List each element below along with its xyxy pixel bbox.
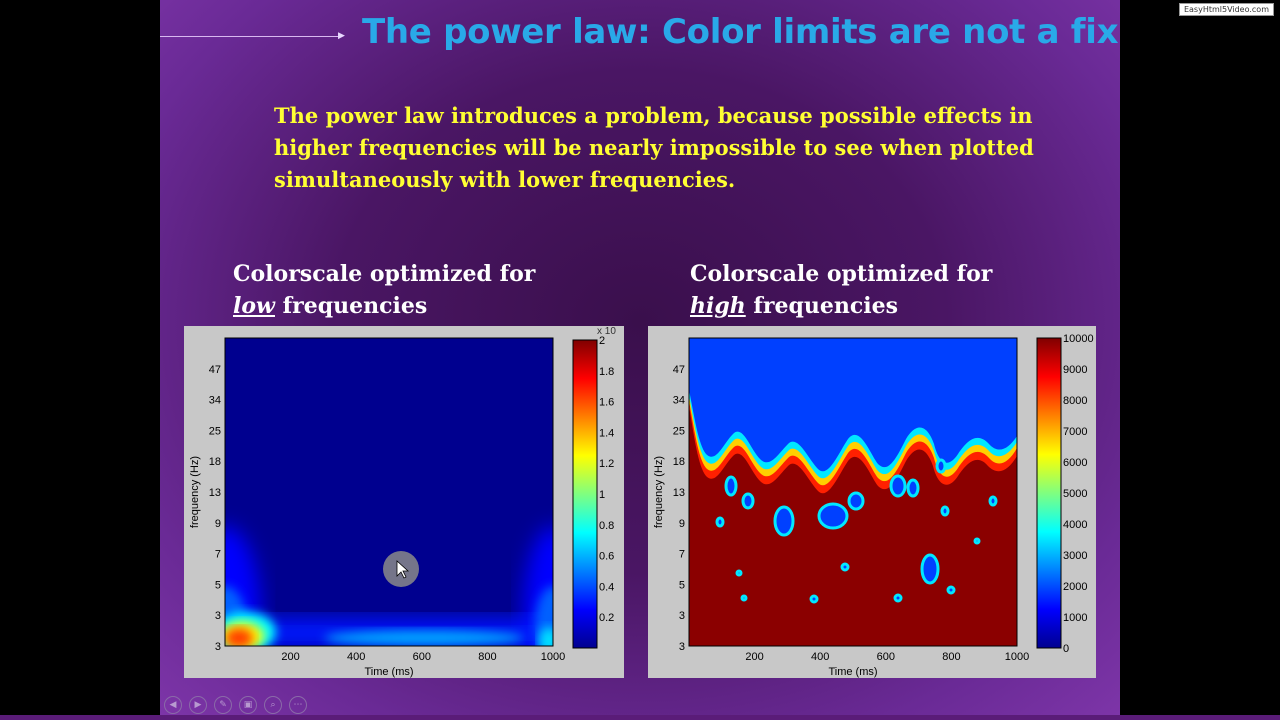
x-tick-label: 1000: [541, 651, 565, 663]
colorbar-tick-label: 9000: [1063, 364, 1087, 376]
pen-icon[interactable]: ✎: [214, 696, 232, 714]
watermark: EasyHtml5Video.com: [1178, 3, 1274, 16]
y-tick-label: 25: [673, 425, 685, 437]
y-tick-label: 18: [209, 456, 221, 468]
y-tick-label: 13: [209, 487, 221, 499]
caption-left-emph: low: [233, 293, 275, 319]
y-tick-label: 7: [215, 549, 221, 561]
previous-icon[interactable]: ◀: [164, 696, 182, 714]
colorbar-tick-label: 6000: [1063, 457, 1087, 469]
y-tick-label: 34: [209, 395, 221, 407]
caption-right-rest: frequencies: [745, 293, 898, 319]
title-decoration-line: [160, 36, 342, 37]
y-axis-label: frequency (Hz): [653, 456, 665, 528]
caption-right-line1: Colorscale optimized for: [690, 261, 993, 287]
caption-left: Colorscale optimized for low frequencies: [233, 258, 633, 322]
x-tick-label: 600: [413, 651, 431, 663]
colorbar-tick-label: 2000: [1063, 581, 1087, 593]
y-tick-label: 9: [215, 518, 221, 530]
colorbar-tick-label: 0.8: [599, 520, 614, 532]
caption-left-line1: Colorscale optimized for: [233, 261, 536, 287]
y-axis-label: frequency (Hz): [189, 456, 201, 528]
more-icon[interactable]: ⋯: [289, 696, 307, 714]
y-tick-label: 47: [209, 364, 221, 376]
colorbar-tick-label: 1: [599, 489, 605, 501]
heatmap-low-chart: 3 3 5 7 9 13 18 25 34 47 200 400 600 800 1000 Time (m…: [189, 326, 616, 678]
cursor-icon: [396, 560, 410, 579]
heatmap-high-chart: 3 3 5 7 9 13 18 25 34 47 200 400 600 800 1000 Time (m…: [653, 333, 1094, 678]
colorbar-tick-label: 1.2: [599, 458, 614, 470]
colorbar-tick-label: 0: [1063, 643, 1069, 655]
arrow-icon: ▶: [338, 31, 345, 41]
caption-right: Colorscale optimized for high frequencie…: [690, 258, 1090, 322]
y-tick-label: 3: [215, 641, 221, 653]
colorbar: [572, 339, 598, 649]
y-tick-label: 3: [215, 610, 221, 622]
caption-left-rest: frequencies: [274, 293, 428, 319]
figure-high-frequency: 3 3 5 7 9 13 18 25 34 47 200 400 600 800 1000 Time (m…: [648, 326, 1096, 678]
y-tick-label: 7: [679, 549, 685, 561]
y-tick-label: 3: [679, 641, 685, 653]
x-tick-label: 800: [942, 651, 960, 663]
colorbar-tick-label: 10000: [1063, 333, 1094, 345]
heatmap-high-blobs: [689, 338, 1017, 604]
zoom-icon[interactable]: ⌕: [264, 696, 282, 714]
y-tick-label: 34: [673, 395, 685, 407]
y-tick-label: 5: [215, 579, 221, 591]
colorbar-tick-label: 4000: [1063, 519, 1087, 531]
y-tick-label: 13: [673, 487, 685, 499]
y-tick-label: 47: [673, 364, 685, 376]
x-axis-label: Time (ms): [364, 666, 413, 678]
y-tick-label: 18: [673, 456, 685, 468]
x-tick-label: 800: [478, 651, 496, 663]
colorbar-tick-label: 8000: [1063, 395, 1087, 407]
slides-icon[interactable]: ▣: [239, 696, 257, 714]
colorbar-tick-label: 1.6: [599, 397, 614, 409]
colorbar-tick-label: 1.4: [599, 427, 614, 439]
caption-right-emph: high: [690, 293, 746, 319]
x-tick-label: 400: [347, 651, 365, 663]
colorbar-tick-label: 2: [599, 335, 605, 347]
y-tick-label: 3: [679, 610, 685, 622]
y-tick-label: 9: [679, 518, 685, 530]
x-tick-label: 1000: [1005, 651, 1029, 663]
x-tick-label: 600: [877, 651, 895, 663]
next-icon[interactable]: ▶: [189, 696, 207, 714]
colorbar-tick-label: 5000: [1063, 488, 1087, 500]
colorbar-tick-label: 1.8: [599, 366, 614, 378]
figure-low-frequency: 3 3 5 7 9 13 18 25 34 47 200 400 600 800 1000 Time (m…: [184, 326, 624, 678]
colorbar-multiplier: x 10: [597, 326, 616, 337]
slide: ▶ The power law: Color limits are not a …: [160, 0, 1120, 715]
colorbar-tick-label: 0.6: [599, 551, 614, 563]
colorbar-tick-label: 3000: [1063, 550, 1087, 562]
x-tick-label: 400: [811, 651, 829, 663]
y-tick-label: 25: [209, 425, 221, 437]
x-tick-label: 200: [281, 651, 299, 663]
x-axis-label: Time (ms): [828, 666, 877, 678]
heatmap-low-blobs: [225, 526, 553, 646]
bottom-strip: [0, 715, 1280, 720]
colorbar-tick-label: 1000: [1063, 612, 1087, 624]
body-text: The power law introduces a problem, beca…: [274, 103, 1034, 192]
y-tick-label: 5: [679, 579, 685, 591]
x-tick-label: 200: [745, 651, 763, 663]
slide-title: The power law: Color limits are not a fi…: [362, 12, 1119, 52]
colorbar-tick-label: 0.4: [599, 581, 614, 593]
colorbar-tick-label: 0.2: [599, 612, 614, 624]
colorbar: [1036, 337, 1062, 649]
colorbar-tick-label: 7000: [1063, 426, 1087, 438]
heatmap-plot-area: [225, 338, 553, 646]
